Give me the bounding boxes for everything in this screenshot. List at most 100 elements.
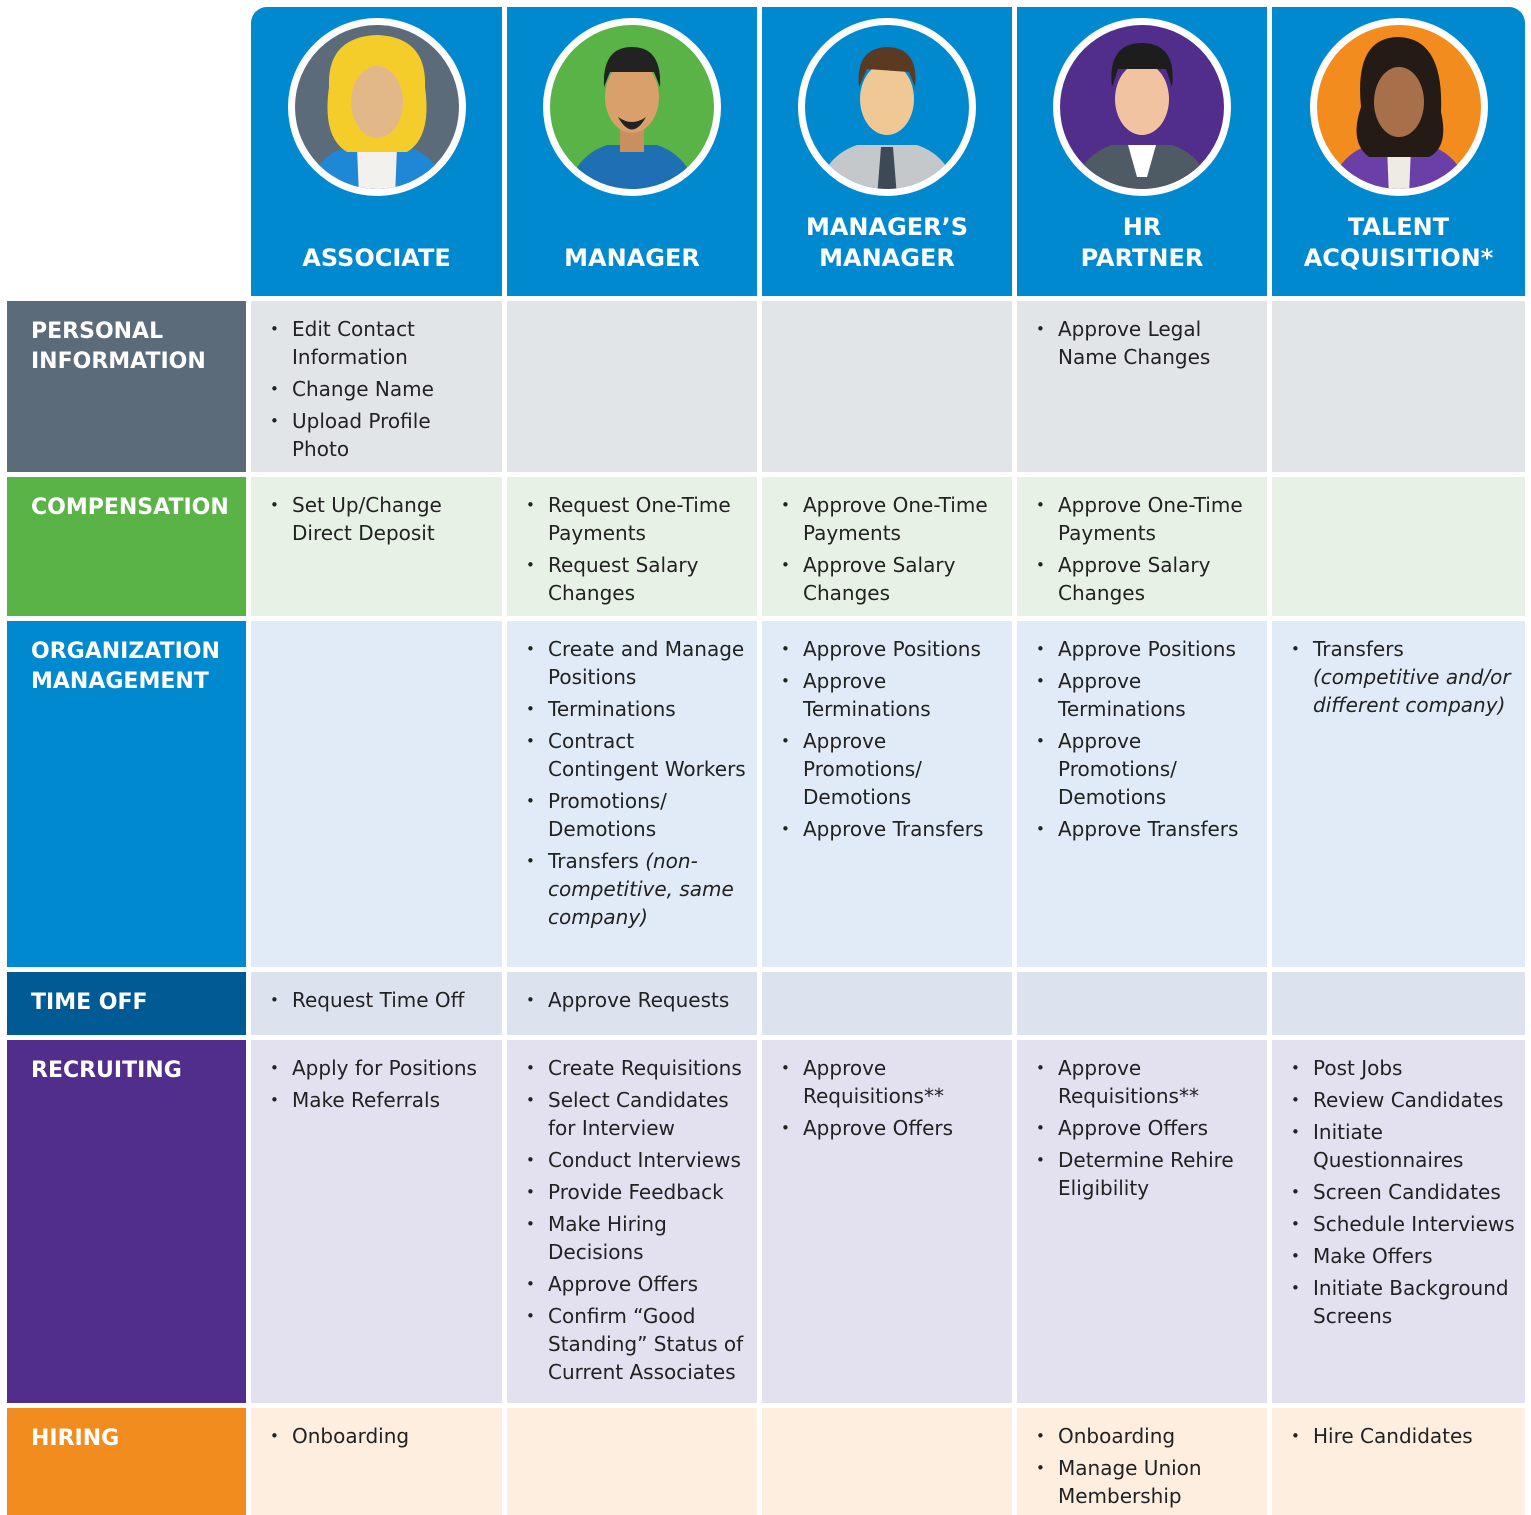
cell — [507, 1408, 757, 1515]
cell: Transfers (competitive and/or different … — [1272, 621, 1525, 967]
list-item: Approve Promotions/ Demotions — [781, 727, 1004, 811]
list-item: Approve Positions — [1036, 635, 1259, 663]
column-title: ASSOCIATE — [302, 244, 451, 272]
corner — [7, 7, 246, 296]
row-label: ORGANIZATION MANAGEMENT — [7, 621, 246, 967]
list-item: Approve One-Time Payments — [1036, 491, 1259, 547]
list-item: Create Requisitions — [526, 1054, 749, 1082]
item-list: Approve One-Time PaymentsApprove Salary … — [1017, 477, 1267, 607]
cell: Onboarding — [251, 1408, 502, 1515]
list-item: Post Jobs — [1291, 1054, 1517, 1082]
list-item: Onboarding — [1036, 1422, 1259, 1450]
row-label: COMPENSATION — [7, 477, 246, 616]
list-item: Change Name — [270, 375, 494, 403]
list-item: Approve Salary Changes — [1036, 551, 1259, 607]
cell: Approve Requests — [507, 972, 757, 1035]
item-list: Approve Requisitions** Approve Offers — [762, 1040, 1012, 1142]
column-title: TALENT — [1347, 213, 1450, 241]
item-list: Approve PositionsApprove TerminationsApp… — [762, 621, 1012, 843]
avatar — [287, 18, 466, 196]
row-label: HIRING — [7, 1408, 246, 1515]
cell: Edit Contact Information Change Name Uploa… — [251, 301, 502, 472]
column-title: MANAGER — [564, 244, 700, 272]
cell — [762, 1408, 1012, 1515]
list-item: Approve Offers — [526, 1270, 749, 1298]
cell — [1017, 972, 1267, 1035]
list-item: Edit Contact Information — [270, 315, 494, 371]
column-title: HR — [1122, 213, 1162, 241]
item-list: Approve Legal Name Changes — [1017, 301, 1267, 371]
list-item: Create and Manage Positions — [526, 635, 749, 691]
cell: Create and Manage Positions Terminations C… — [507, 621, 757, 967]
list-item: Initiate Background Screens — [1291, 1274, 1517, 1330]
cell: Request Time Off — [251, 972, 502, 1035]
item-text: Transfers — [1313, 637, 1404, 661]
list-item: Provide Feedback — [526, 1178, 749, 1206]
list-item: Request Salary Changes — [526, 551, 749, 607]
list-item: Promotions/ Demotions — [526, 787, 749, 843]
column-header: MANAGER’S MANAGER — [762, 7, 1012, 296]
list-item: Approve Transfers — [1036, 815, 1259, 843]
cell — [507, 301, 757, 472]
list-item: Manage Union Membership — [1036, 1454, 1259, 1510]
cell: Hire Candidates — [1272, 1408, 1525, 1515]
list-item: Onboarding — [270, 1422, 494, 1450]
list-item: Confirm “Good Standing” Status of Curren… — [526, 1302, 749, 1386]
list-item: Make Hiring Decisions — [526, 1210, 749, 1266]
item-list: Onboarding — [251, 1408, 502, 1450]
list-item: Determine Rehire Eligibility — [1036, 1146, 1259, 1202]
cell — [251, 621, 502, 967]
column-header: MANAGER — [507, 7, 757, 296]
avatar — [798, 18, 976, 196]
list-item: Hire Candidates — [1291, 1422, 1517, 1450]
list-item: Contract Contingent Workers — [526, 727, 749, 783]
list-item: Approve Terminations — [1036, 667, 1259, 723]
list-item: Approve Promotions/ Demotions — [1036, 727, 1259, 811]
list-item: Screen Candidates — [1291, 1178, 1517, 1206]
avatar — [1309, 18, 1488, 196]
item-note: (non-competitive, same company) — [548, 849, 734, 929]
list-item: Upload Profile Photo — [270, 407, 494, 463]
list-item: Approve Requests — [526, 986, 749, 1014]
list-item: Approve Offers — [781, 1114, 1004, 1142]
avatar — [543, 18, 721, 196]
list-item: Review Candidates — [1291, 1086, 1517, 1114]
item-list: Onboarding Manage Union Membership — [1017, 1408, 1267, 1510]
cell: Approve Legal Name Changes — [1017, 301, 1267, 472]
list-item: Set Up/Change Direct Deposit — [270, 491, 494, 547]
list-item: Schedule Interviews — [1291, 1210, 1517, 1238]
cell: Set Up/Change Direct Deposit — [251, 477, 502, 616]
cell: Post Jobs Review Candidates Initiate Quest… — [1272, 1040, 1525, 1403]
column-title: MANAGER’S — [805, 213, 969, 241]
list-item: Conduct Interviews — [526, 1146, 749, 1174]
list-item: Request One-Time Payments — [526, 491, 749, 547]
list-item: Approve Terminations — [781, 667, 1004, 723]
cell: Approve Requisitions** Approve Offers — [762, 1040, 1012, 1403]
item-list: Approve Requests — [507, 972, 757, 1014]
item-note: (competitive and/or different company) — [1313, 665, 1511, 717]
list-item: Approve Salary Changes — [781, 551, 1004, 607]
list-item: Terminations — [526, 695, 749, 723]
row-label: PERSONAL INFORMATION — [7, 301, 246, 472]
cell: Create Requisitions Select Candidates for… — [507, 1040, 757, 1403]
item-list: Request Time Off — [251, 972, 502, 1014]
cell — [1272, 477, 1525, 616]
list-item: Select Candidates for Interview — [526, 1086, 749, 1142]
cell — [1272, 972, 1525, 1035]
list-item: Approve Offers — [1036, 1114, 1259, 1142]
item-list: Request One-Time PaymentsRequest Salary … — [507, 477, 757, 607]
cell: Approve One-Time PaymentsApprove Salary … — [762, 477, 1012, 616]
cell: Onboarding Manage Union Membership — [1017, 1408, 1267, 1515]
list-item: Approve Requisitions** — [1036, 1054, 1259, 1110]
list-item: Transfers (non-competitive, same company… — [526, 847, 749, 931]
cell — [762, 972, 1012, 1035]
cell: Approve Requisitions** Approve Offers Dete… — [1017, 1040, 1267, 1403]
item-list: Hire Candidates — [1272, 1408, 1525, 1450]
list-item: Apply for Positions — [270, 1054, 494, 1082]
column-title: ACQUISITION* — [1303, 244, 1494, 272]
cell: Request One-Time PaymentsRequest Salary … — [507, 477, 757, 616]
item-list: Apply for Positions Make Referrals — [251, 1040, 502, 1114]
cell: Approve PositionsApprove TerminationsApp… — [762, 621, 1012, 967]
list-item: Make Referrals — [270, 1086, 494, 1114]
